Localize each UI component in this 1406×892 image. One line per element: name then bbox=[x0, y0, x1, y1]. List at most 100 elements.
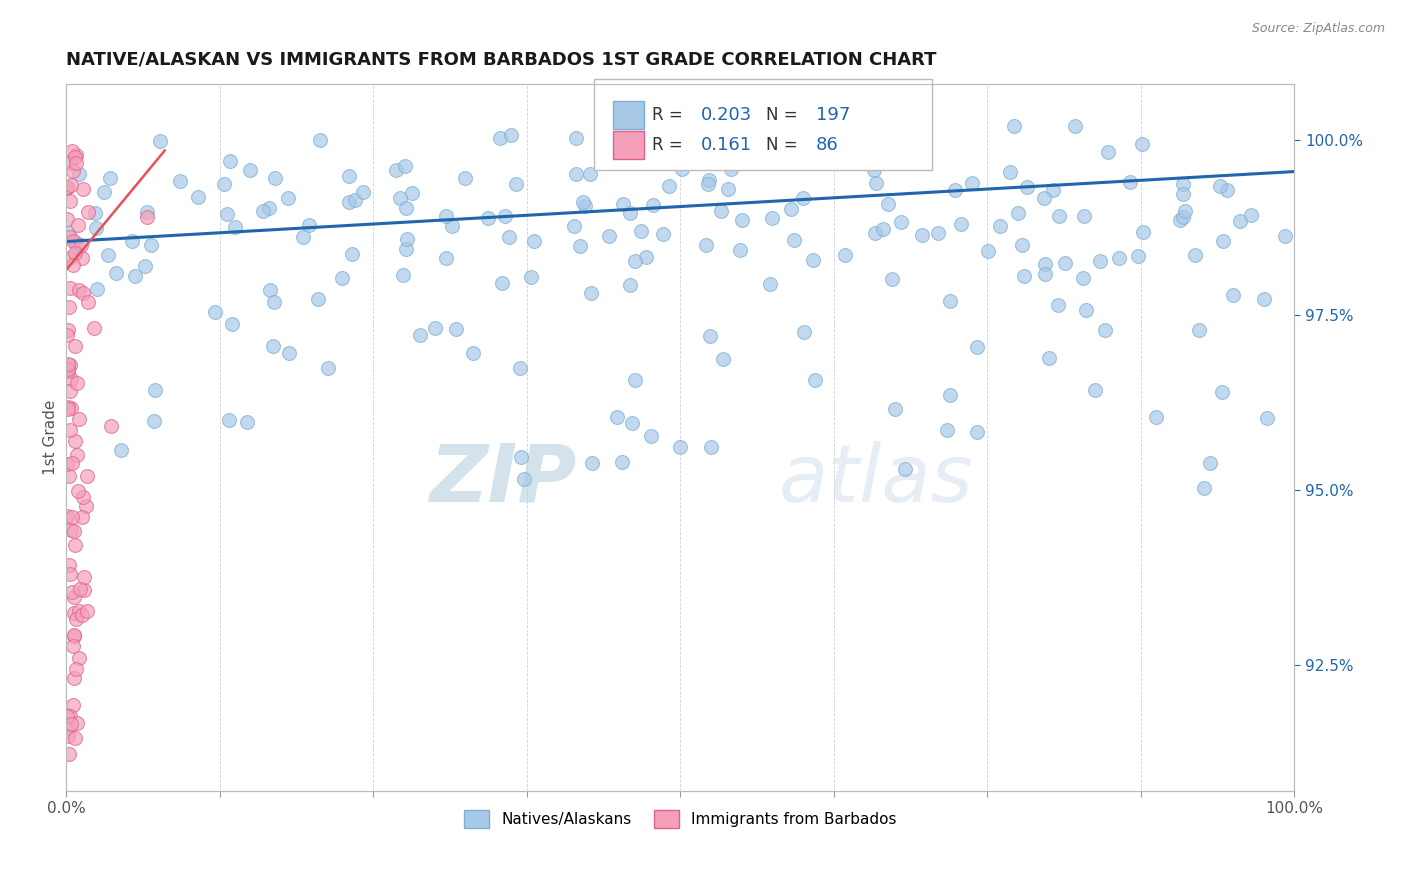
Point bbox=[1171, 211, 1194, 225]
Point bbox=[224, 219, 246, 234]
Point bbox=[579, 285, 602, 300]
Point bbox=[640, 429, 662, 443]
Point bbox=[121, 234, 143, 248]
Point bbox=[56, 212, 79, 227]
Text: N =: N = bbox=[766, 136, 803, 154]
Point bbox=[1229, 214, 1251, 228]
Point bbox=[593, 138, 616, 153]
Point bbox=[581, 456, 603, 470]
Point bbox=[1108, 252, 1130, 266]
Point bbox=[758, 277, 780, 291]
Point bbox=[59, 717, 82, 731]
Bar bbox=[613, 131, 644, 159]
Point bbox=[318, 361, 340, 376]
Point bbox=[619, 278, 641, 293]
Point bbox=[69, 238, 91, 252]
Point bbox=[609, 128, 631, 143]
Point bbox=[494, 209, 516, 223]
Point bbox=[872, 221, 894, 235]
Text: N =: N = bbox=[766, 106, 803, 124]
Point bbox=[60, 178, 83, 192]
Point bbox=[1126, 249, 1149, 263]
Point bbox=[63, 731, 86, 745]
Point bbox=[385, 163, 408, 178]
Point bbox=[62, 590, 84, 604]
Point bbox=[62, 259, 84, 273]
Point bbox=[911, 228, 934, 243]
Point bbox=[67, 651, 90, 665]
Point bbox=[943, 183, 966, 197]
Point bbox=[1033, 257, 1056, 271]
Point bbox=[960, 176, 983, 190]
Point bbox=[84, 220, 107, 235]
Point bbox=[263, 295, 285, 310]
Point bbox=[499, 128, 522, 143]
Point bbox=[1012, 269, 1035, 284]
Point bbox=[141, 237, 163, 252]
Point bbox=[1094, 323, 1116, 337]
Point bbox=[70, 608, 93, 623]
Text: atlas: atlas bbox=[779, 441, 973, 519]
Point bbox=[257, 201, 280, 215]
Point bbox=[498, 229, 520, 244]
Point bbox=[344, 193, 367, 207]
Point bbox=[1130, 136, 1153, 151]
Point bbox=[780, 202, 803, 217]
Point bbox=[105, 266, 128, 280]
Point bbox=[598, 228, 620, 243]
Point bbox=[444, 321, 467, 335]
Point bbox=[221, 317, 243, 331]
Point bbox=[1015, 180, 1038, 194]
Point bbox=[884, 402, 907, 417]
Point bbox=[59, 566, 82, 581]
Point bbox=[59, 229, 82, 244]
Point bbox=[454, 170, 477, 185]
Point bbox=[219, 154, 242, 169]
Point bbox=[65, 148, 87, 162]
Point bbox=[59, 280, 82, 294]
Point bbox=[58, 401, 80, 415]
Point bbox=[76, 604, 98, 618]
Point bbox=[277, 191, 299, 205]
Point bbox=[606, 409, 628, 424]
Point bbox=[1033, 267, 1056, 281]
Point bbox=[218, 413, 240, 427]
Point bbox=[761, 211, 783, 225]
Point bbox=[1073, 210, 1095, 224]
Point bbox=[713, 352, 735, 367]
Point bbox=[1144, 409, 1167, 424]
Point bbox=[56, 729, 79, 743]
Point bbox=[63, 671, 86, 685]
Point bbox=[58, 402, 80, 417]
Point bbox=[720, 161, 742, 176]
Point bbox=[624, 254, 647, 268]
Point bbox=[409, 328, 432, 343]
Point bbox=[66, 376, 89, 391]
Point bbox=[56, 509, 79, 524]
Point bbox=[388, 190, 411, 204]
Point bbox=[1088, 254, 1111, 268]
Point bbox=[579, 167, 602, 181]
Point bbox=[97, 248, 120, 262]
Point bbox=[217, 207, 239, 221]
Point bbox=[1216, 183, 1239, 197]
Point bbox=[239, 163, 262, 178]
Point bbox=[392, 268, 415, 282]
Point bbox=[520, 269, 543, 284]
Point bbox=[882, 272, 904, 286]
Point bbox=[291, 229, 314, 244]
Point bbox=[1000, 165, 1022, 179]
Point bbox=[76, 294, 98, 309]
Point bbox=[401, 186, 423, 200]
Point bbox=[523, 234, 546, 248]
Point bbox=[510, 450, 533, 464]
Point bbox=[1188, 323, 1211, 337]
Point bbox=[489, 131, 512, 145]
Point bbox=[263, 170, 285, 185]
Point bbox=[340, 247, 363, 261]
Point bbox=[84, 206, 107, 220]
Point bbox=[149, 134, 172, 148]
Point bbox=[60, 523, 83, 537]
Point bbox=[73, 570, 96, 584]
Point bbox=[938, 294, 960, 309]
